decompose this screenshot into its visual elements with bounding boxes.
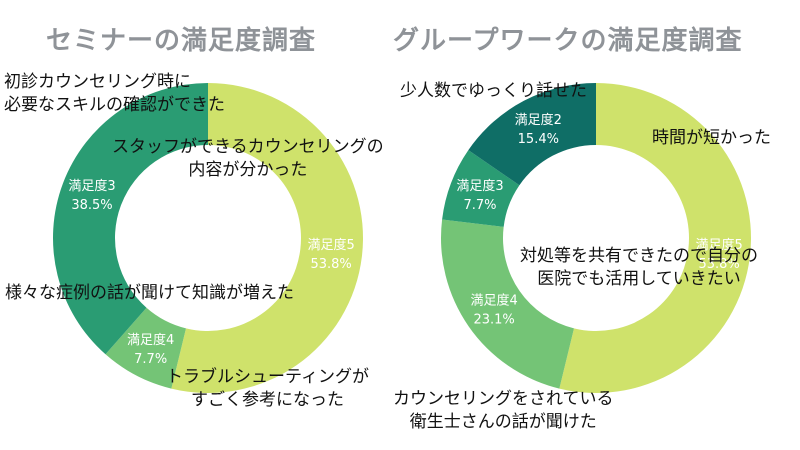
- groupwork-chart-title: グループワークの満足度調査: [393, 26, 743, 56]
- seminar-donut-chart: 満足度5 53.8% 満足度4 7.7% 満足度3 38.5%: [53, 83, 364, 393]
- seminar-slice-0: [171, 83, 364, 393]
- seminar-slice-1: [105, 307, 187, 389]
- groupwork-slice-label-3: 満足度2: [515, 112, 562, 128]
- seminar-comment-0: 初診カウンセリング時に 必要なスキルの確認ができた: [4, 72, 225, 115]
- seminar-comment-2: 様々な症例の話が聞けて知識が増えた: [5, 283, 294, 303]
- seminar-slice-2: [53, 83, 208, 355]
- groupwork-slice-2: [442, 150, 520, 227]
- groupwork-slice-value-3: 15.4%: [518, 132, 559, 147]
- groupwork-comment-0: 少人数でゆっくり話せた: [400, 81, 587, 101]
- seminar-slice-label-0: 満足度5: [307, 237, 354, 253]
- seminar-slice-value-1: 7.7%: [134, 352, 167, 367]
- groupwork-slice-label-1: 満足度4: [470, 293, 517, 309]
- groupwork-comment-1: 時間が短かった: [652, 128, 771, 148]
- groupwork-slice-label-2: 満足度3: [456, 178, 503, 194]
- groupwork-slice-3: [468, 83, 596, 186]
- groupwork-slice-value-0: 53.8%: [698, 257, 739, 272]
- groupwork-slice-0: [559, 83, 752, 394]
- seminar-comment-3: トラブルシューティングが すごく参考になった: [166, 367, 369, 410]
- groupwork-donut-chart: 満足度5 53.8% 満足度4 23.1% 満足度3 7.7% 満足度2 15.4%: [441, 83, 752, 394]
- seminar-chart-title: セミナーの満足度調査: [46, 26, 317, 56]
- seminar-slice-value-0: 53.8%: [310, 257, 351, 272]
- seminar-slice-label-1: 満足度4: [127, 332, 174, 348]
- groupwork-comment-3: カウンセリングをされている 衛生士さんの話が聞けた: [393, 389, 614, 432]
- groupwork-slice-1: [441, 219, 575, 389]
- groupwork-slice-value-1: 23.1%: [473, 313, 514, 328]
- groupwork-slice-label-0: 満足度5: [695, 237, 742, 253]
- seminar-comment-1: スタッフができるカウンセリングの 内容が分かった: [112, 137, 384, 180]
- groupwork-slice-value-2: 7.7%: [463, 198, 496, 213]
- seminar-slice-value-2: 38.5%: [71, 198, 112, 213]
- groupwork-comment-2: 対処等を共有できたので自分の 医院でも活用していきたい: [520, 246, 758, 289]
- seminar-slice-label-2: 満足度3: [68, 178, 115, 194]
